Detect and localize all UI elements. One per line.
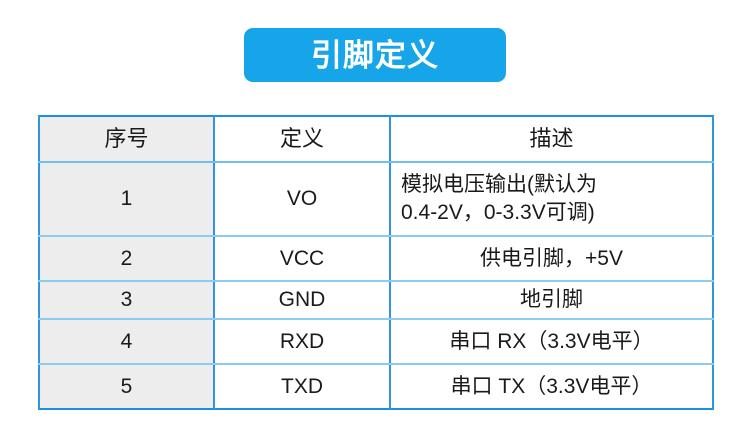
table-row: 3 GND 地引脚: [38, 280, 714, 320]
table-row: 1 VO 模拟电压输出(默认为 0.4-2V，0-3.3V可调): [38, 161, 714, 237]
cell-description: 模拟电压输出(默认为 0.4-2V，0-3.3V可调): [389, 161, 714, 237]
cell-definition: VCC: [213, 235, 391, 282]
cell-description-label: 串口 TX（3.3V电平）: [450, 374, 653, 398]
cell-definition-label: RXD: [279, 329, 325, 353]
column-header-index: 序号: [38, 116, 215, 163]
pin-definition-table-container: 序号 定义 描述 1 VO 模拟电压输出(默认为 0.4-2V，0-3.3V可调…: [38, 115, 714, 410]
cell-description: 供电引脚，+5V: [389, 235, 714, 282]
cell-description-label: 供电引脚，+5V: [480, 246, 623, 270]
title-banner: 引脚定义: [244, 28, 506, 82]
cell-index: 5: [38, 363, 215, 409]
cell-definition: TXD: [213, 363, 391, 409]
cell-description-label: 地引脚: [520, 288, 583, 312]
title-banner-container: 引脚定义: [0, 28, 750, 82]
column-header-definition: 定义: [213, 116, 391, 163]
cell-definition: GND: [213, 280, 391, 320]
cell-description: 地引脚: [389, 280, 714, 320]
column-header-index-label: 序号: [104, 125, 149, 151]
column-header-description-label: 描述: [529, 125, 574, 151]
table-row: 2 VCC 供电引脚，+5V: [38, 235, 714, 282]
cell-index: 1: [38, 161, 215, 237]
page-title: 引脚定义: [311, 37, 439, 73]
cell-index-label: 3: [120, 288, 133, 312]
cell-definition-label: TXD: [281, 374, 323, 398]
cell-description-label: 串口 RX（3.3V电平）: [449, 329, 654, 353]
cell-definition-label: VO: [286, 187, 318, 211]
cell-index: 2: [38, 235, 215, 282]
column-header-description: 描述: [389, 116, 714, 163]
cell-index-label: 4: [120, 329, 133, 353]
cell-definition-label: VCC: [279, 246, 325, 270]
table-row: 5 TXD 串口 TX（3.3V电平）: [38, 363, 714, 409]
cell-index: 4: [38, 318, 215, 365]
table-row: 4 RXD 串口 RX（3.3V电平）: [38, 318, 714, 365]
cell-description: 串口 RX（3.3V电平）: [389, 318, 714, 365]
cell-description: 串口 TX（3.3V电平）: [389, 363, 714, 409]
cell-index-label: 5: [120, 374, 133, 398]
cell-definition: VO: [213, 161, 391, 237]
column-header-definition-label: 定义: [279, 125, 324, 151]
table-header-row: 序号 定义 描述: [38, 116, 714, 163]
cell-index: 3: [38, 280, 215, 320]
cell-index-label: 2: [120, 246, 133, 270]
cell-definition-label: GND: [278, 288, 326, 312]
cell-description-label: 模拟电压输出(默认为 0.4-2V，0-3.3V可调): [401, 173, 597, 224]
cell-definition: RXD: [213, 318, 391, 365]
cell-index-label: 1: [120, 187, 133, 211]
pin-definition-table: 序号 定义 描述 1 VO 模拟电压输出(默认为 0.4-2V，0-3.3V可调…: [38, 115, 714, 410]
